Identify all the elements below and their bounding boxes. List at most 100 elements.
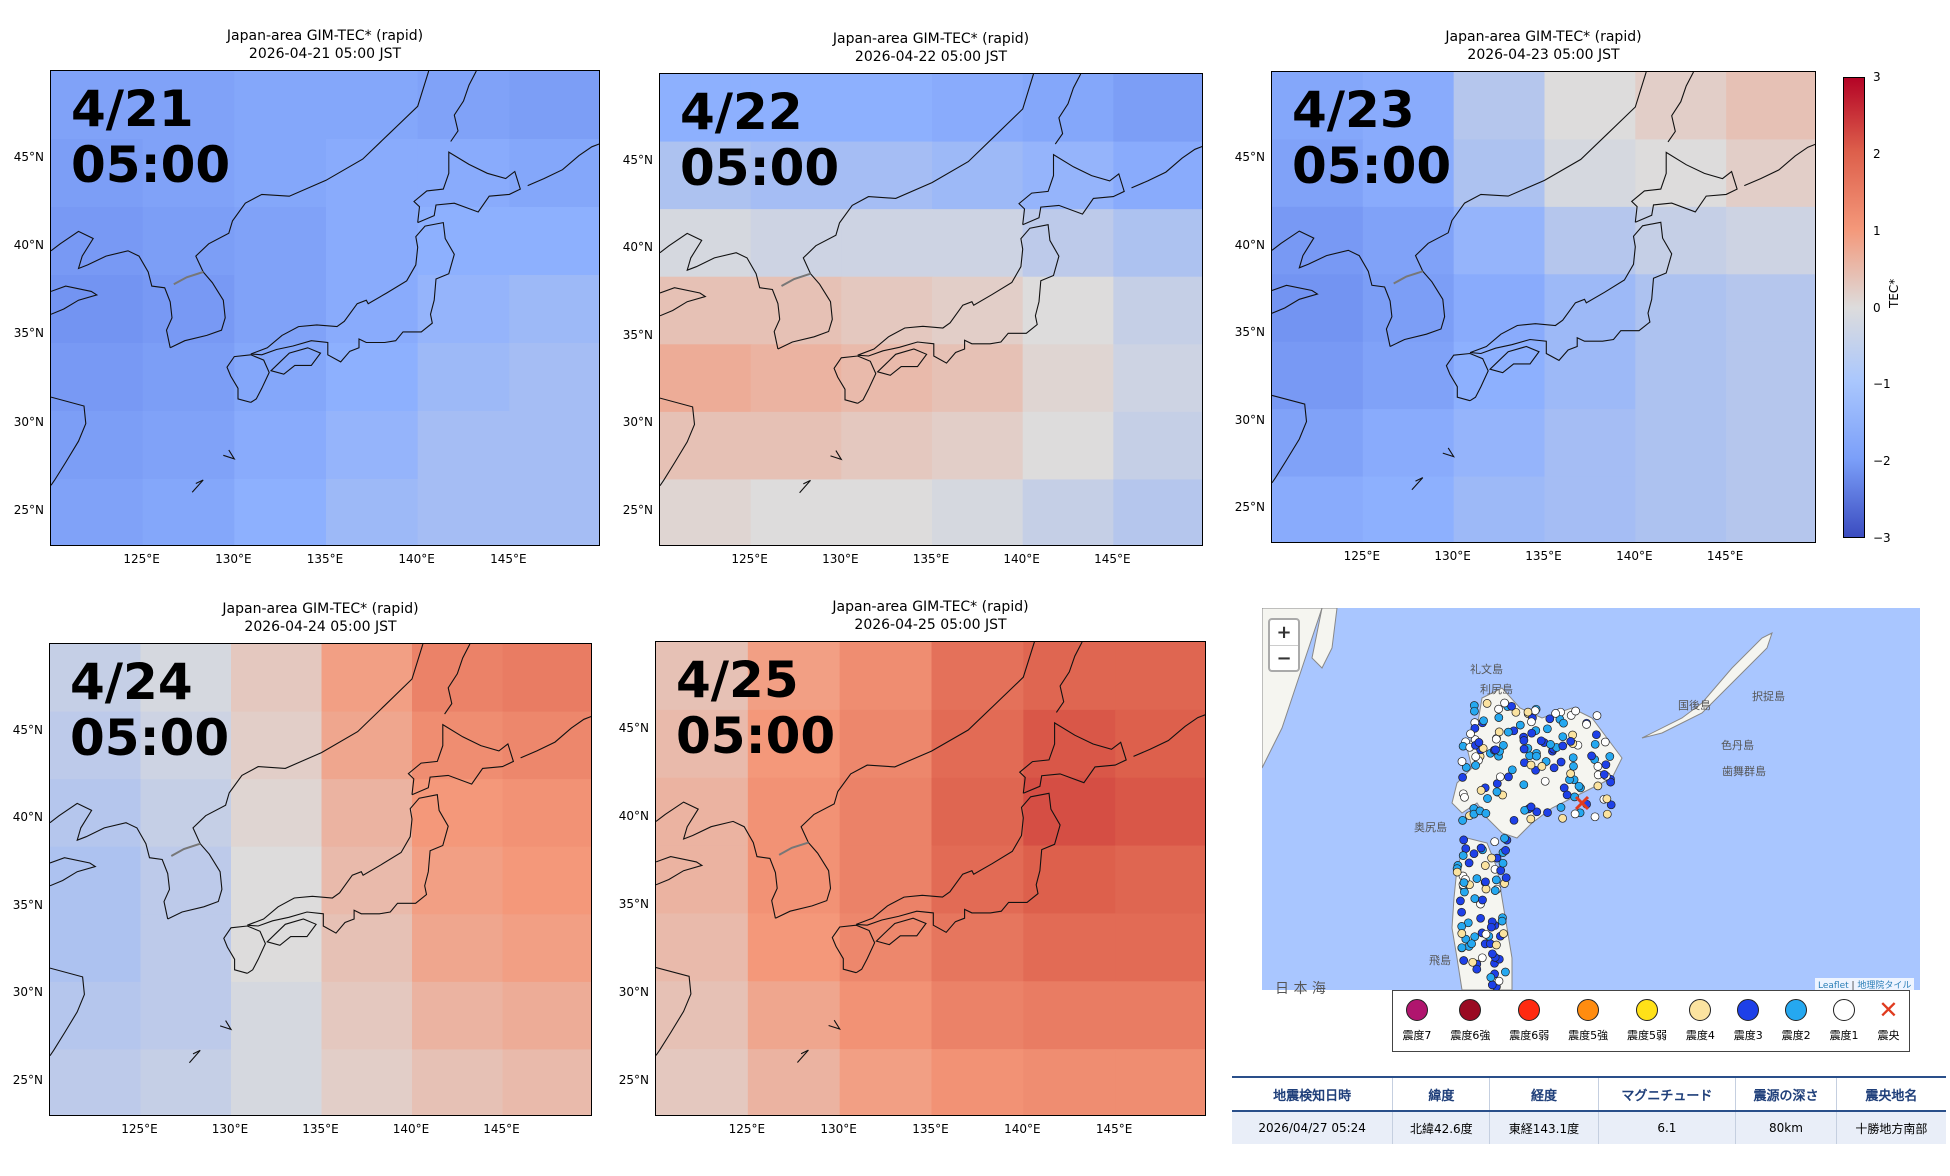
- y-tick-label: 25°N: [618, 1072, 649, 1087]
- coastline: [269, 347, 322, 375]
- heatmap-frame: 4/21 05:00: [50, 70, 600, 546]
- heatmap-cell: [1272, 274, 1364, 343]
- coastline: [167, 644, 424, 920]
- y-tick-label: 40°N: [622, 240, 653, 255]
- colorbar-tick: −2: [1873, 454, 1891, 469]
- coastline: [1272, 230, 1393, 347]
- station-marker: [1527, 717, 1536, 727]
- heatmap-frame: 4/25 05:00: [655, 641, 1206, 1116]
- table-header-row: 地震検知日時 緯度 経度 マグニチュード 震源の深さ 震央地名: [1232, 1076, 1946, 1112]
- heatmap-cell: [1453, 274, 1546, 343]
- overlay-line: 4/21: [71, 80, 194, 138]
- station-marker: [1483, 794, 1492, 803]
- station-marker: [1515, 720, 1525, 730]
- station-marker: [1458, 816, 1467, 825]
- station-marker: [1562, 790, 1572, 800]
- header-magnitude: マグニチュード: [1597, 1076, 1736, 1112]
- x-tick-label: 135°E: [1525, 549, 1562, 563]
- border-line: [170, 842, 201, 857]
- x-tick-label: 140°E: [1003, 552, 1040, 566]
- station-marker: [1593, 781, 1603, 791]
- heatmap-cell: [839, 1049, 933, 1115]
- heatmap-cell: [50, 846, 142, 916]
- overlay-line: 4/23: [1292, 81, 1415, 139]
- station-marker: [1558, 813, 1567, 823]
- heatmap-cell: [1115, 981, 1205, 1051]
- heatmap-cell: [932, 479, 1024, 545]
- gsi-link[interactable]: 地理院タイル: [1857, 981, 1912, 991]
- station-marker: [1482, 699, 1492, 708]
- heatmap-cell: [234, 479, 327, 545]
- heatmap-cell: [412, 711, 504, 781]
- station-marker: [1526, 760, 1536, 770]
- label-okushiri: 奥尻島: [1414, 821, 1447, 834]
- heatmap-cell: [1022, 74, 1115, 143]
- heatmap-cell: [412, 846, 504, 916]
- heatmap-cell: [656, 981, 749, 1051]
- heatmap-cell: [509, 411, 599, 480]
- border-line: [173, 271, 204, 286]
- coastline: [413, 151, 521, 224]
- heatmap-cell: [1453, 476, 1546, 542]
- heatmap-cell: [51, 207, 144, 276]
- coastline: [828, 1019, 841, 1030]
- heatmap-cell: [417, 343, 511, 412]
- heatmap-cell: [326, 275, 419, 344]
- header-depth: 震源の深さ: [1735, 1076, 1837, 1112]
- y-tick-label: 40°N: [1234, 237, 1265, 252]
- x-tick-label: 135°E: [912, 1122, 949, 1136]
- colorbar-tick: 3: [1873, 70, 1881, 84]
- legend-item: 震度5弱: [1627, 999, 1667, 1043]
- legend-item: 震度6強: [1450, 999, 1490, 1043]
- coastline: [169, 71, 430, 349]
- y-tick-label: 30°N: [12, 985, 43, 1000]
- heatmap-cell: [412, 1049, 504, 1115]
- intensity-map[interactable]: [1262, 608, 1920, 990]
- station-marker: [1468, 957, 1478, 967]
- zoom-out-button[interactable]: −: [1270, 645, 1298, 671]
- heatmap-cell: [1362, 139, 1455, 208]
- zoom-in-button[interactable]: +: [1276, 622, 1292, 643]
- legend-label: 震度5強: [1568, 1029, 1609, 1042]
- legend-item: 震度6弱: [1509, 999, 1549, 1043]
- x-tick-label: 130°E: [211, 1122, 249, 1136]
- date-overlay: 4/23 05:00: [1292, 82, 1451, 194]
- station-marker: [1526, 802, 1536, 812]
- colorbar: [1843, 77, 1865, 538]
- heatmap-cell: [231, 1049, 323, 1115]
- station-marker: [1466, 729, 1475, 739]
- table-row: 2026/04/27 05:24 北緯42.6度 東経143.1度 6.1 80…: [1232, 1111, 1946, 1144]
- station-marker: [1460, 792, 1469, 802]
- y-tick-label: 35°N: [1234, 325, 1265, 340]
- heatmap-cell: [417, 275, 511, 344]
- heatmap-cell: [656, 845, 749, 915]
- heatmap-cell: [839, 845, 933, 915]
- colorbar-tick: 1: [1873, 223, 1881, 238]
- station-marker: [1471, 761, 1480, 770]
- coastline: [775, 642, 1035, 919]
- heatmap-cell: [931, 777, 1025, 847]
- coastline: [660, 287, 707, 317]
- coastline: [51, 396, 87, 486]
- station-marker: [1599, 770, 1609, 779]
- intensity-dot-icon: [1737, 999, 1760, 1021]
- station-marker: [1546, 740, 1555, 749]
- station-marker: [1601, 760, 1611, 770]
- station-marker: [1606, 800, 1616, 810]
- y-tick-label: 25°N: [622, 502, 653, 517]
- heatmap-cell: [1113, 344, 1202, 413]
- heatmap-cell: [231, 779, 323, 848]
- leaflet-link[interactable]: Leaflet: [1818, 981, 1849, 991]
- quake-table: 地震検知日時 緯度 経度 マグニチュード 震源の深さ 震央地名 2026/04/…: [1232, 1076, 1946, 1144]
- colorbar-tick: 2: [1873, 146, 1881, 161]
- chart-title: Japan-area GIM-TEC* (rapid): [832, 599, 1029, 615]
- heatmap-cell: [1023, 913, 1117, 983]
- heatmap-cell: [1113, 479, 1202, 545]
- heatmap-cell: [1726, 476, 1815, 542]
- heatmap-cell: [1635, 72, 1728, 141]
- chart-subtitle: 2026-04-21 05:00 JST: [248, 46, 402, 62]
- coastline: [226, 354, 270, 403]
- heatmap-cell: [1023, 642, 1117, 711]
- heatmap-cell: [660, 209, 752, 278]
- x-tick-label: 145°E: [1706, 549, 1744, 563]
